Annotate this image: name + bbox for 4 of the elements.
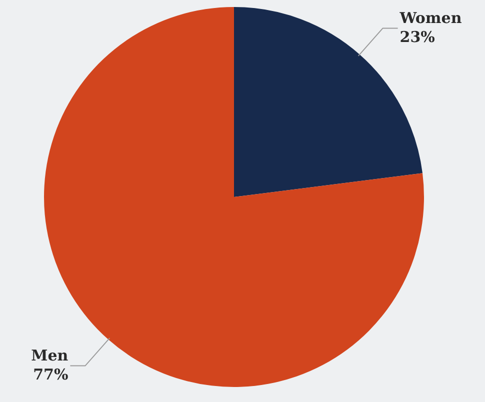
- data-label: 23%: [400, 28, 435, 46]
- slice-label: Men: [31, 346, 68, 365]
- slice-label: Women: [398, 9, 462, 28]
- data-label: 77%: [33, 366, 68, 384]
